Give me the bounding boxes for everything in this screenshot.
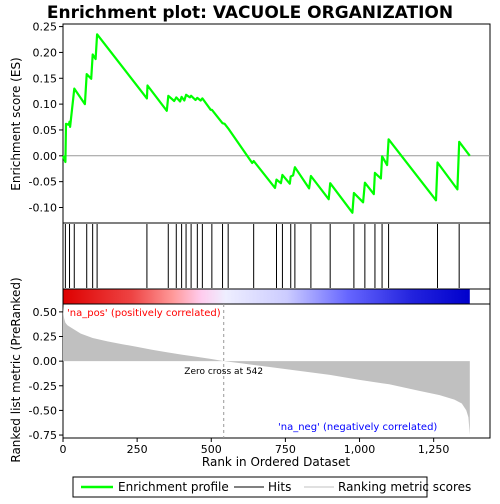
metric-y-axis: -0.75 -0.50 -0.25 0.00 0.25 0.50 — [29, 306, 63, 442]
metric-y-tick-label: 0.00 — [33, 355, 58, 368]
es-y-tick-label: -0.10 — [29, 201, 57, 214]
es-panel-frame — [62, 23, 491, 224]
chart-title: Enrichment plot: VACUOLE ORGANIZATION — [47, 3, 453, 23]
legend-label-profile: Enrichment profile — [118, 480, 229, 494]
metric-y-tick-label: -0.50 — [29, 404, 57, 417]
x-tick-label: 500 — [201, 443, 222, 456]
ranking-metric-area — [63, 306, 470, 435]
x-tick-label: 1,000 — [344, 443, 376, 456]
legend-label-metric: Ranking metric scores — [338, 480, 471, 494]
es-y-tick-label: 0.00 — [33, 150, 58, 163]
x-tick-label: 1,250 — [418, 443, 450, 456]
es-y-tick-label: 0.15 — [33, 72, 58, 85]
es-y-label: Enrichment score (ES) — [9, 57, 23, 190]
es-y-tick-label: -0.05 — [29, 176, 57, 189]
x-axis: 0 250 500 750 1,000 1,250 — [60, 438, 450, 456]
enrichment-profile — [61, 33, 471, 214]
legend-label-hits: Hits — [268, 480, 291, 494]
metric-y-label: Ranked list metric (PreRanked) — [9, 277, 23, 462]
es-y-axis: -0.10 -0.05 0.00 0.05 0.10 0.15 0.20 0.25 — [29, 21, 63, 214]
es-y-tick-label: 0.25 — [33, 21, 58, 34]
hit-markers — [64, 224, 460, 288]
x-tick-label: 250 — [127, 443, 148, 456]
es-y-tick-label: 0.20 — [33, 46, 58, 59]
zero-cross-label: Zero cross at 542 — [184, 367, 263, 377]
es-y-tick-label: 0.05 — [33, 124, 58, 137]
enrichment-profile-line — [61, 33, 471, 214]
rank-color-bar — [63, 289, 470, 304]
metric-y-tick-label: -0.75 — [29, 429, 57, 442]
neg-correlated-label: 'na_neg' (negatively correlated) — [278, 422, 437, 433]
metric-y-tick-label: 0.50 — [33, 306, 58, 319]
es-y-tick-label: 0.10 — [33, 98, 58, 111]
x-axis-label: Rank in Ordered Dataset — [202, 455, 350, 469]
pos-correlated-label: 'na_pos' (positively correlated) — [67, 308, 221, 319]
legend: Enrichment profile Hits Ranking metric sco… — [81, 480, 471, 494]
x-tick-label: 750 — [275, 443, 296, 456]
metric-y-tick-label: -0.25 — [29, 380, 57, 393]
x-tick-label: 0 — [60, 443, 67, 456]
metric-y-tick-label: 0.25 — [33, 331, 58, 344]
